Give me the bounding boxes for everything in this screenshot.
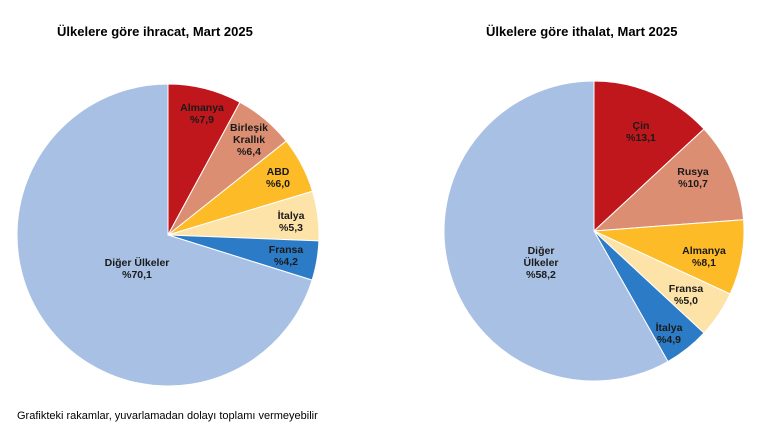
import-label-diger-ulkeler: Diğer Ülkeler %58,2 [523, 245, 558, 281]
import-slice-rusya [592, 128, 745, 232]
export-chart-title: Ülkelere göre ihracat, Mart 2025 [57, 24, 253, 39]
import-label-rusya: Rusya %10,7 [677, 166, 709, 190]
export-label-birlesik-krallik: Birleşik Krallık %6,4 [230, 122, 268, 158]
export-label-almanya: Almanya %7,9 [180, 102, 224, 126]
import-label-almanya: Almanya %8,1 [682, 245, 726, 269]
import-chart-title: Ülkelere göre ithalat, Mart 2025 [486, 24, 678, 39]
export-label-italya: İtalya %5,3 [278, 209, 305, 234]
export-label-fransa: Fransa %4,2 [269, 244, 304, 268]
import-slice-diger-ulkeler [443, 80, 669, 382]
export-label-diger-ulkeler: Diğer Ülkeler %70,1 [105, 256, 170, 281]
import-label-fransa: Fransa %5,0 [669, 283, 704, 307]
import-slice-cin [593, 80, 705, 233]
export-label-abd: ABD %6,0 [266, 166, 290, 190]
import-label-italya: İtalya %4,9 [656, 321, 683, 346]
export-slice-diger-ulkeler [16, 83, 313, 387]
footnote: Grafikteki rakamlar, yuvarlamadan dolayı… [17, 410, 318, 422]
import-label-cin: Çin %13,1 [626, 120, 656, 144]
